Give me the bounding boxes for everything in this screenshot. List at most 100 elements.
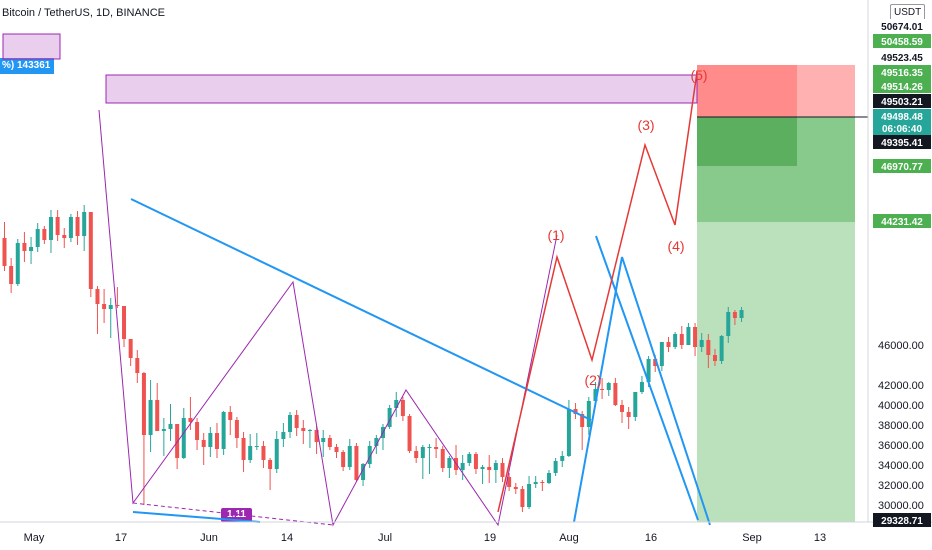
candle-body [387, 408, 392, 427]
candle-body [586, 401, 591, 427]
target-zone [697, 117, 855, 522]
candle-body [712, 355, 717, 361]
candle [228, 406, 233, 435]
price-tag-label: 06:06:40 [882, 124, 922, 135]
candle [62, 228, 67, 248]
candle-body [234, 420, 239, 438]
price-tag-bg [873, 34, 931, 48]
harmonic-pattern [98, 109, 558, 527]
candle [115, 287, 120, 308]
resistance-zone [105, 74, 698, 104]
candle [732, 310, 737, 325]
candle-body [679, 334, 684, 345]
candle [195, 418, 200, 450]
candle [434, 438, 439, 458]
x-tick-label: Jun [200, 532, 218, 544]
price-tag: 44231.42 [873, 214, 931, 228]
candle-body [188, 418, 193, 422]
candle [108, 298, 113, 338]
candle [513, 483, 518, 494]
candle-body [354, 446, 359, 480]
price-tag-label: 49516.35 [881, 68, 923, 79]
candle [361, 463, 366, 486]
price-tag: 49523.45 [873, 50, 931, 64]
candle [168, 404, 173, 441]
candle [440, 446, 445, 472]
price-tags: 50674.01 50458.59 49523.45 49516.35 49514.26… [873, 19, 931, 527]
candle [248, 434, 253, 463]
left-value-tag: %) 143361 [0, 58, 55, 74]
candle [679, 326, 684, 349]
candle [586, 397, 591, 435]
candle [420, 445, 425, 479]
candle-body [228, 412, 233, 420]
candle [447, 456, 452, 478]
price-tag-label: 49498.48 [881, 112, 923, 123]
candle [712, 349, 717, 366]
candle [639, 376, 644, 394]
candle [135, 350, 140, 383]
candle-body [666, 342, 671, 347]
candle-body [62, 235, 67, 238]
candle [22, 232, 27, 262]
candle-body [334, 447, 339, 452]
candle [128, 339, 133, 366]
x-tick-label: Aug [559, 532, 579, 544]
candle-body [181, 418, 186, 458]
candle [15, 239, 20, 286]
triangle-lines [573, 256, 711, 526]
candle-body [35, 229, 40, 247]
candle [148, 380, 153, 452]
candle [102, 289, 107, 323]
candle [394, 392, 399, 417]
candle-body [9, 266, 14, 284]
price-tag-bg [873, 214, 931, 228]
candle [454, 445, 459, 475]
y-tick-label: 34000.00 [878, 460, 924, 472]
stop-zone [697, 65, 855, 117]
candle-body [460, 463, 465, 470]
candle [699, 333, 704, 352]
chart-title: Bitcoin / TetherUS, 1D, BINANCE [2, 7, 166, 19]
price-tag-bg [873, 159, 931, 173]
top-left-zone [2, 33, 61, 60]
candle-body [281, 432, 286, 439]
candle-body [699, 340, 704, 347]
price-tag: 29328.71 [873, 513, 931, 527]
candle-body [400, 400, 405, 416]
candle-body [88, 212, 93, 289]
candle-body [168, 424, 173, 429]
candle [606, 382, 611, 396]
candle [334, 444, 339, 458]
candle [726, 307, 731, 343]
candle-body [82, 212, 87, 236]
price-axis[interactable]: 30000.00 32000.00 34000.00 36000.00 38000.00… [878, 340, 924, 512]
candle [427, 444, 432, 474]
candles-layer [2, 205, 744, 512]
y-tick-label: 46000.00 [878, 340, 924, 352]
candle [380, 424, 385, 450]
candle [414, 446, 419, 463]
candle [88, 212, 93, 297]
candle-body [294, 415, 299, 428]
candle [400, 397, 405, 421]
candle [122, 306, 127, 347]
candle-body [480, 467, 485, 469]
candle-body [68, 217, 73, 238]
price-tag: 50458.59 [873, 34, 931, 48]
candle [693, 323, 698, 356]
candle-body [321, 438, 326, 442]
candle-body [22, 243, 27, 251]
candle [480, 465, 485, 484]
candle-body [141, 373, 146, 435]
candle-body [122, 306, 127, 339]
candle [500, 458, 505, 482]
x-tick-label: 13 [814, 532, 826, 544]
candle-body [593, 389, 598, 401]
candle-body [520, 489, 525, 507]
candle-body [208, 433, 213, 447]
time-axis[interactable]: May 17 Jun 14 Jul 19 Aug 16 Sep 13 [24, 532, 827, 544]
candle-body [261, 446, 266, 460]
candle-body [653, 359, 658, 366]
